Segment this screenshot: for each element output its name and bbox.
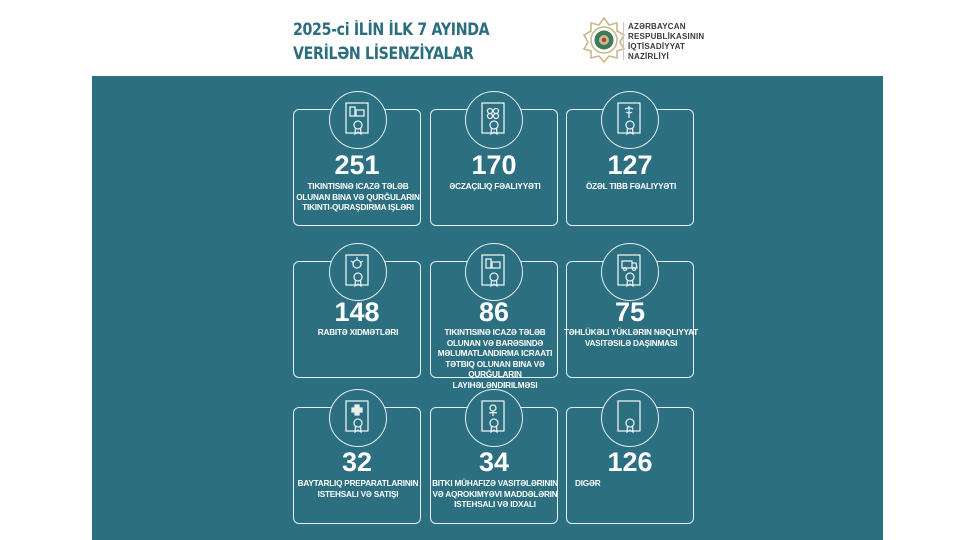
card-label: Təhlükəli yüklərin nəqliyyat vasitəsilə … xyxy=(563,328,699,348)
card-value: 75 xyxy=(614,297,646,327)
card-value: 127 xyxy=(607,150,653,180)
card-value: 34 xyxy=(478,447,510,477)
title-line-2: VERİLƏN LİSENZİYALAR xyxy=(293,44,474,63)
veterinary-certificate-icon xyxy=(329,389,387,447)
card-label: Baytarlıq preparatlarının istehsalı və s… xyxy=(297,479,419,499)
card-label: Bitki mühafizə vasitələrinin və aqrokimy… xyxy=(432,479,558,509)
card-value: 148 xyxy=(334,297,380,327)
org-line-2: RESPUBLİKASININ xyxy=(628,32,705,41)
hazardous-transport-certificate-icon xyxy=(601,243,659,301)
other-certificate-icon xyxy=(601,389,659,447)
card-value: 170 xyxy=(471,150,517,180)
ministry-emblem-icon xyxy=(580,16,628,64)
license-card-other: 126 Digər xyxy=(566,407,694,524)
licenses-panel xyxy=(92,76,883,540)
card-value: 126 xyxy=(607,447,653,477)
card-label: Rabitə xidmətləri xyxy=(317,328,399,337)
ministry-name: AZƏRBAYCAN RESPUBLİKASININ İQTİSADİYYAT … xyxy=(628,22,704,62)
card-value: 251 xyxy=(334,150,380,180)
building-certificate-icon xyxy=(329,91,387,149)
header: 2025-ci İLİN İLK 7 AYINDA VERİLƏN LİSENZ… xyxy=(0,0,975,76)
plant-protection-certificate-icon xyxy=(465,389,523,447)
card-label: Tikintisinə icazə tələb olunan bina və q… xyxy=(296,182,420,212)
license-card-hazardous-transport: 75 Təhlükəli yüklərin nəqliyyat vasitəsi… xyxy=(564,261,698,378)
card-value: 86 xyxy=(478,297,510,327)
pharmacy-certificate-icon xyxy=(465,91,523,149)
card-label: Əczaçılıq fəaliyyəti xyxy=(449,182,541,191)
card-label: Özəl tibb fəaliyyəti xyxy=(585,182,677,191)
title-line-1: 2025-ci İLİN İLK 7 AYINDA xyxy=(293,20,490,39)
org-line-1: AZƏRBAYCAN xyxy=(628,22,686,31)
design-certificate-icon xyxy=(465,243,523,301)
license-card-design: 86 Tikintisinə icazə tələb olunan və bar… xyxy=(430,261,558,390)
license-card-communication: 148 Rabitə xidmətləri xyxy=(293,261,421,378)
medical-certificate-icon xyxy=(601,91,659,149)
card-label: Tikintisinə icazə tələb olunan və barəsi… xyxy=(437,328,553,390)
card-value: 32 xyxy=(341,447,373,477)
org-line-4: NAZİRLİYİ xyxy=(628,52,669,61)
communication-certificate-icon xyxy=(329,243,387,301)
logo-divider xyxy=(623,22,624,60)
page-title: 2025-ci İLİN İLK 7 AYINDA VERİLƏN LİSENZ… xyxy=(293,18,490,66)
org-line-3: İQTİSADİYYAT xyxy=(628,42,686,51)
card-label: Digər xyxy=(575,479,601,488)
license-card-pharmacy: 170 Əczaçılıq fəaliyyəti xyxy=(430,109,558,226)
